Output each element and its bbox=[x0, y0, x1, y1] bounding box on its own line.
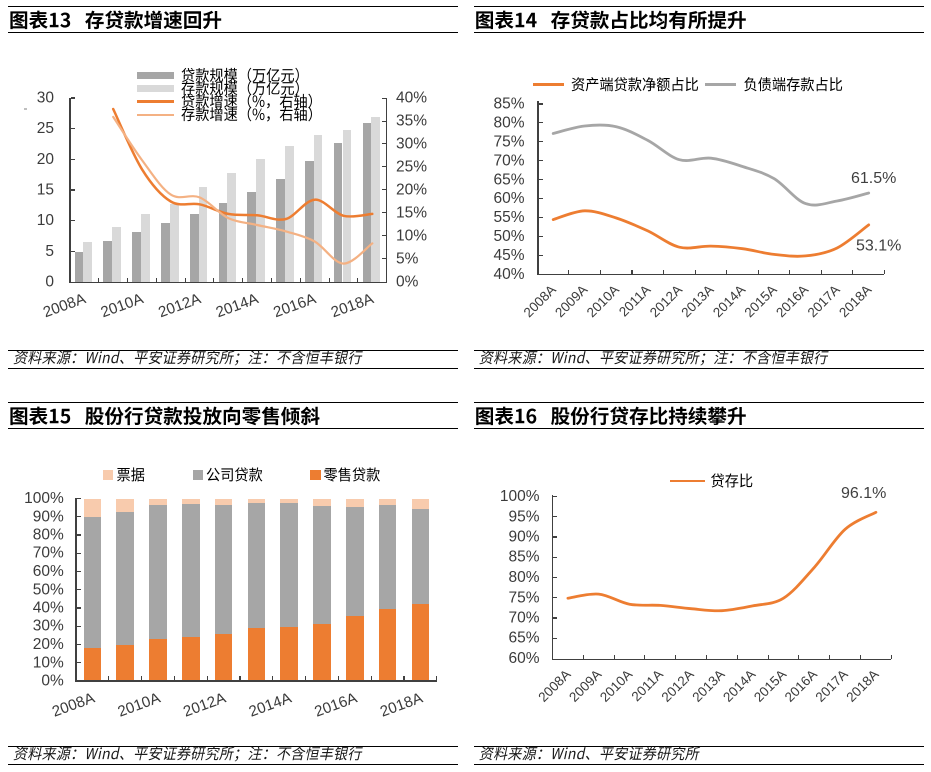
svg-text:70%: 70% bbox=[493, 152, 524, 169]
svg-text:2015A: 2015A bbox=[751, 667, 789, 705]
svg-text:25: 25 bbox=[37, 120, 54, 137]
svg-text:20: 20 bbox=[37, 151, 55, 168]
svg-text:90%: 90% bbox=[33, 508, 64, 525]
svg-text:2008A: 2008A bbox=[50, 689, 98, 720]
svg-text:2010A: 2010A bbox=[99, 290, 147, 321]
svg-text:100%: 100% bbox=[24, 490, 64, 507]
svg-text:20%: 20% bbox=[33, 636, 64, 653]
svg-text:2009A: 2009A bbox=[552, 282, 590, 320]
svg-text:35%: 35% bbox=[396, 113, 427, 130]
svg-text:65%: 65% bbox=[508, 630, 539, 647]
svg-text:2014A: 2014A bbox=[214, 290, 262, 321]
svg-text:2014A: 2014A bbox=[710, 282, 748, 320]
svg-text:53.1%: 53.1% bbox=[856, 238, 901, 255]
svg-text:80%: 80% bbox=[493, 114, 524, 131]
svg-text:2008A: 2008A bbox=[521, 282, 559, 320]
svg-text:2018A: 2018A bbox=[843, 667, 881, 705]
svg-text:2018A: 2018A bbox=[329, 290, 377, 321]
svg-text:20%: 20% bbox=[396, 182, 427, 199]
svg-text:40%: 40% bbox=[33, 600, 64, 617]
svg-text:100%: 100% bbox=[500, 488, 540, 505]
svg-text:60%: 60% bbox=[508, 650, 539, 667]
svg-text:2018A: 2018A bbox=[836, 282, 874, 320]
svg-text:2012A: 2012A bbox=[156, 290, 204, 321]
svg-text:10%: 10% bbox=[396, 228, 427, 245]
svg-text:80%: 80% bbox=[508, 569, 539, 586]
svg-text:2010A: 2010A bbox=[597, 667, 635, 705]
svg-text:90%: 90% bbox=[508, 529, 539, 546]
svg-text:2016A: 2016A bbox=[271, 290, 319, 321]
svg-text:0%: 0% bbox=[41, 673, 64, 690]
svg-text:2012A: 2012A bbox=[647, 282, 685, 320]
svg-text:40%: 40% bbox=[493, 266, 524, 283]
svg-text:5%: 5% bbox=[396, 251, 419, 268]
svg-text:10%: 10% bbox=[33, 654, 64, 671]
svg-text:2011A: 2011A bbox=[628, 667, 666, 705]
svg-text:2008A: 2008A bbox=[535, 667, 573, 705]
svg-text:2016A: 2016A bbox=[773, 282, 811, 320]
svg-text:75%: 75% bbox=[493, 133, 524, 150]
svg-text:70%: 70% bbox=[508, 610, 539, 627]
svg-text:61.5%: 61.5% bbox=[851, 170, 896, 187]
svg-text:2015A: 2015A bbox=[741, 282, 779, 320]
svg-text:2010A: 2010A bbox=[584, 282, 622, 320]
svg-text:0%: 0% bbox=[396, 274, 419, 291]
svg-text:70%: 70% bbox=[33, 545, 64, 562]
svg-text:95%: 95% bbox=[508, 508, 539, 525]
svg-text:2017A: 2017A bbox=[813, 667, 851, 705]
svg-text:40%: 40% bbox=[396, 90, 427, 107]
svg-text:85%: 85% bbox=[493, 96, 524, 113]
svg-text:45%: 45% bbox=[493, 247, 524, 264]
svg-text:96.1%: 96.1% bbox=[841, 485, 886, 502]
svg-text:2014A: 2014A bbox=[720, 667, 758, 705]
svg-text:25%: 25% bbox=[396, 159, 427, 176]
svg-text:50%: 50% bbox=[493, 228, 524, 245]
svg-text:5: 5 bbox=[45, 243, 54, 260]
svg-text:30%: 30% bbox=[396, 136, 427, 153]
svg-text:2011A: 2011A bbox=[616, 282, 654, 320]
svg-text:2012A: 2012A bbox=[181, 689, 229, 720]
svg-text:2014A: 2014A bbox=[247, 689, 295, 720]
svg-text:2013A: 2013A bbox=[678, 282, 716, 320]
svg-text:75%: 75% bbox=[508, 589, 539, 606]
svg-text:30: 30 bbox=[37, 90, 55, 107]
svg-text:15: 15 bbox=[37, 182, 54, 199]
svg-text:2012A: 2012A bbox=[659, 667, 697, 705]
svg-text:10: 10 bbox=[37, 212, 55, 229]
svg-text:2017A: 2017A bbox=[805, 282, 843, 320]
svg-text:30%: 30% bbox=[33, 618, 64, 635]
svg-text:50%: 50% bbox=[33, 581, 64, 598]
svg-text:2008A: 2008A bbox=[41, 290, 89, 321]
svg-text:2016A: 2016A bbox=[312, 689, 360, 720]
svg-text:65%: 65% bbox=[493, 171, 524, 188]
svg-text:2016A: 2016A bbox=[782, 667, 820, 705]
svg-text:2018A: 2018A bbox=[378, 689, 426, 720]
svg-text:80%: 80% bbox=[33, 527, 64, 544]
svg-text:0: 0 bbox=[45, 274, 54, 291]
svg-text:60%: 60% bbox=[33, 563, 64, 580]
svg-text:60%: 60% bbox=[493, 190, 524, 207]
svg-text:2009A: 2009A bbox=[566, 667, 604, 705]
svg-text:15%: 15% bbox=[396, 205, 427, 222]
svg-text:2010A: 2010A bbox=[116, 689, 164, 720]
svg-text:85%: 85% bbox=[508, 549, 539, 566]
svg-text:55%: 55% bbox=[493, 209, 524, 226]
svg-text:2013A: 2013A bbox=[689, 667, 727, 705]
